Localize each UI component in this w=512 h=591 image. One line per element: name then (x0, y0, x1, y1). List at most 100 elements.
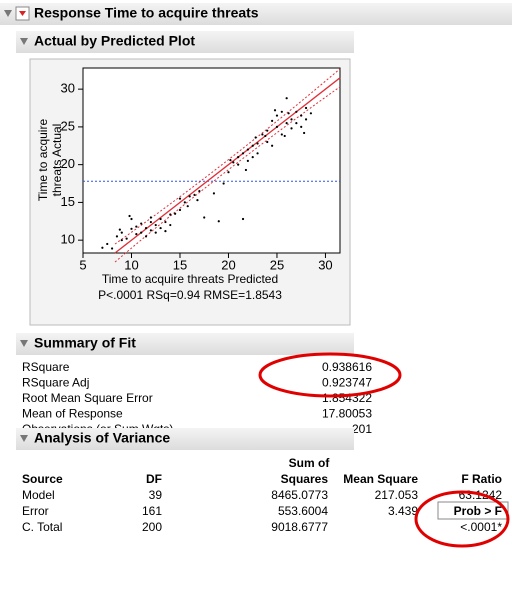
row-value: 0.938616 (322, 360, 372, 374)
cell: Error (22, 504, 49, 518)
point (246, 159, 249, 162)
report-title: Response Time to acquire threats (34, 5, 259, 21)
disclosure[interactable] (20, 435, 28, 442)
point (280, 133, 283, 136)
x-tick-label: 5 (79, 257, 86, 272)
cell: C. Total (22, 520, 62, 534)
point (140, 222, 143, 225)
column-header: DF (146, 472, 162, 486)
point (304, 118, 308, 121)
point (188, 195, 191, 198)
fit-line (114, 77, 341, 254)
highlight-ellipse (258, 352, 402, 398)
point (290, 127, 293, 130)
point (264, 134, 267, 138)
point (115, 235, 119, 238)
point (261, 133, 264, 136)
section-title: Actual by Predicted Plot (34, 33, 195, 49)
y-tick-label: 25 (61, 118, 75, 133)
point (266, 140, 269, 144)
point (196, 199, 199, 202)
point (169, 213, 172, 216)
y-tick-label: 20 (61, 156, 75, 171)
point (183, 201, 186, 204)
point (120, 231, 123, 234)
point (266, 129, 269, 132)
point (246, 148, 249, 151)
row-label: Mean of Response (22, 407, 123, 421)
row-label: Root Mean Square Error (22, 391, 153, 405)
point (283, 134, 286, 138)
point (275, 114, 279, 117)
point (135, 233, 138, 236)
point (144, 235, 148, 238)
point (130, 217, 133, 221)
x-tick-label: 30 (318, 257, 332, 272)
point (280, 110, 283, 113)
point (275, 125, 279, 128)
y-tick-label: 30 (61, 81, 75, 96)
disclosure[interactable] (20, 340, 28, 347)
disclosure[interactable] (20, 38, 28, 45)
confidence-curve (114, 86, 341, 263)
point (237, 156, 240, 159)
confidence-curve (114, 68, 341, 245)
cell: 161 (142, 504, 162, 518)
cell: 200 (142, 520, 162, 534)
section-bar (16, 428, 354, 450)
point (154, 223, 157, 227)
point (222, 182, 225, 185)
point (256, 142, 259, 145)
point (110, 247, 114, 250)
point (295, 110, 298, 113)
point (159, 217, 162, 221)
section-title: Analysis of Variance (34, 430, 170, 446)
row-label: RSquare (22, 360, 70, 374)
point (120, 239, 123, 242)
anova-table: Source DF Squares Mean Square F Ratio Model 39… (22, 472, 502, 534)
point (303, 131, 306, 135)
prob-box (437, 501, 509, 520)
point (227, 171, 230, 174)
x-tick-label: 20 (221, 257, 235, 272)
point (154, 231, 157, 234)
point (128, 214, 131, 218)
point (193, 193, 196, 196)
disclosure[interactable] (4, 10, 12, 17)
x-axis-label: Time to acquire threats Predicted (102, 272, 278, 286)
point (212, 192, 216, 195)
point (285, 97, 288, 100)
point (149, 220, 152, 224)
point (203, 216, 206, 219)
y-tick-label: 15 (61, 194, 75, 209)
y-axis-label: Time to acquire (36, 119, 50, 202)
point (164, 220, 167, 224)
cell: Model (22, 488, 55, 502)
point (256, 152, 259, 155)
point (135, 225, 138, 228)
point (217, 220, 220, 223)
point (285, 122, 288, 125)
plot-area (82, 67, 341, 254)
point (251, 156, 254, 159)
x-tick-label: 15 (173, 257, 187, 272)
point (198, 189, 201, 193)
point (309, 112, 313, 115)
row-value: 201 (352, 422, 372, 436)
column-header: Squares (281, 472, 329, 486)
point (271, 144, 274, 147)
point (300, 114, 303, 117)
point (149, 229, 152, 232)
point (290, 118, 293, 121)
menu-icon (19, 11, 26, 16)
point (169, 223, 172, 227)
point (140, 231, 143, 234)
cell: <.0001* (460, 520, 502, 534)
point (118, 228, 121, 231)
summary-table: RSquare 0.938616 RSquare Adj 0.923747 Root M… (22, 360, 372, 436)
column-header: Mean Square (343, 472, 418, 486)
point (244, 168, 248, 172)
point (229, 159, 232, 162)
point (130, 227, 133, 230)
point (144, 226, 148, 230)
